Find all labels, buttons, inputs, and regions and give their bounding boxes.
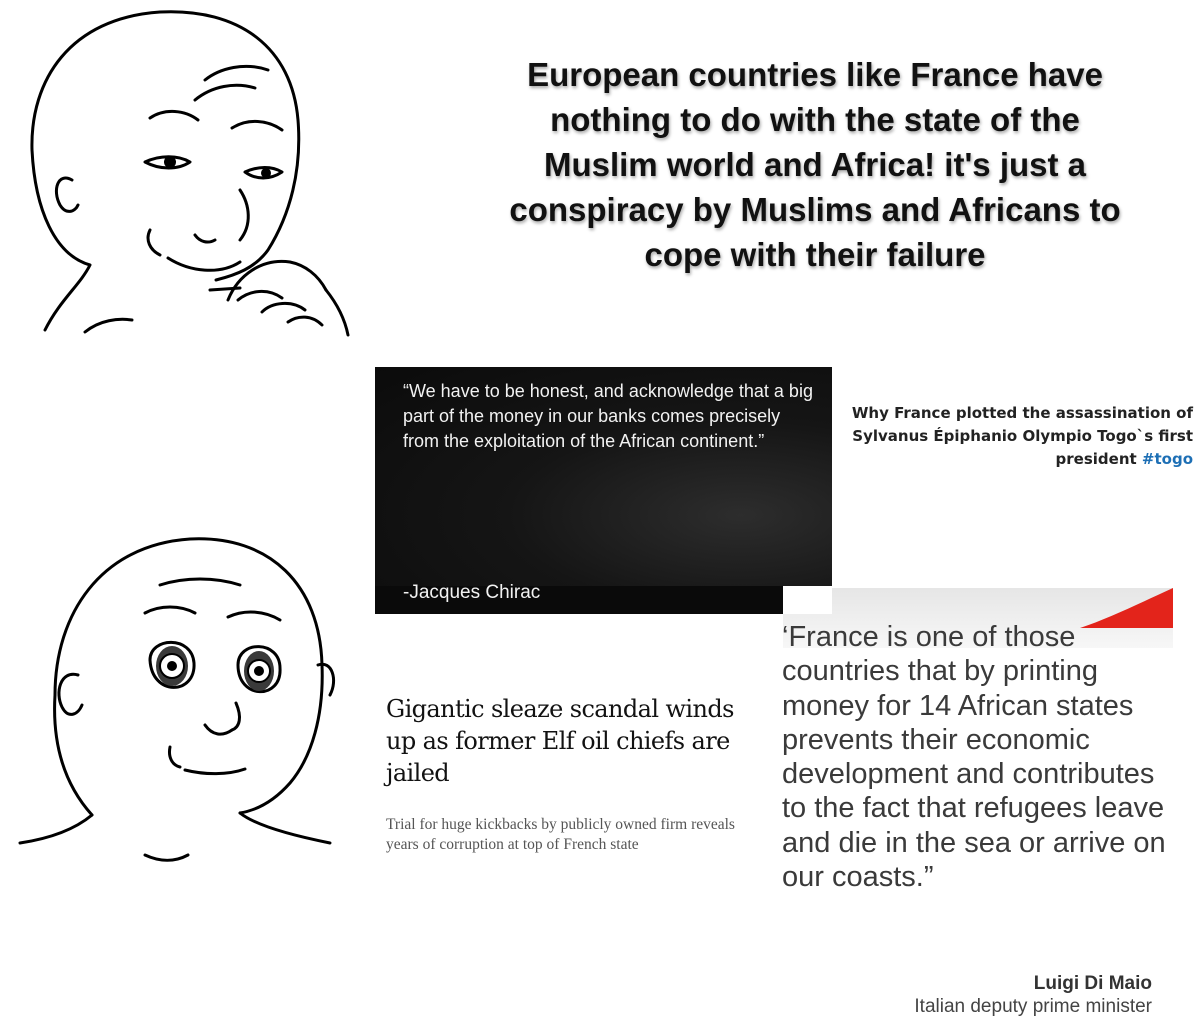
togo-tweet-text: Why France plotted the assassination of … [835,402,1193,471]
dimaio-name: Luigi Di Maio [1033,973,1152,994]
red-accent-shape [1080,588,1173,628]
chirac-author: -Jacques Chirac [403,582,541,603]
card-corner-cut [783,586,832,614]
guardian-headline: Gigantic sleaze scandal winds up as form… [386,695,734,787]
chirac-quote-card: “We have to be honest, and acknowledge t… [375,367,832,614]
shocked-wojak-drawing [0,525,350,870]
meme-caption: European countries like France have noth… [509,56,1121,273]
togo-hashtag-link[interactable]: #togo [1141,450,1193,468]
dimaio-title: Italian deputy prime minister [914,996,1152,1017]
chirac-quote-text: “We have to be honest, and acknowledge t… [403,381,813,451]
card-bottom-strip [375,586,783,614]
dimaio-quote-text: ‘France is one of those countries that b… [782,621,1166,894]
smug-wojak-drawing [0,0,360,340]
togo-tweet-body: Why France plotted the assassination of … [851,404,1193,468]
guardian-subheadline: Trial for huge kickbacks by publicly own… [386,816,735,853]
